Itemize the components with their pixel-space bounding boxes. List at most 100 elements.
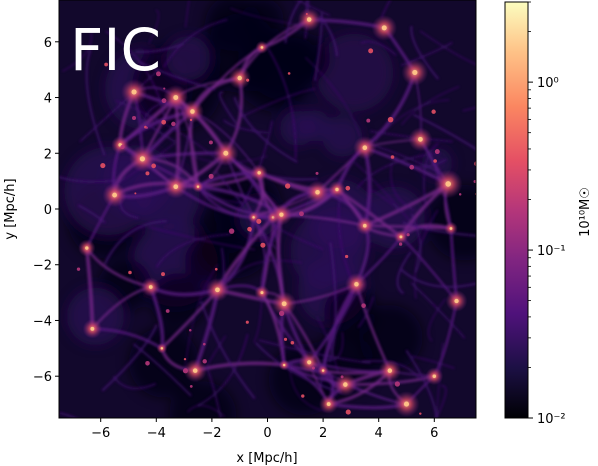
x-tick-label: −4 [147,426,166,441]
halo-core [418,136,423,142]
filament [318,15,339,57]
halo [145,360,150,366]
halo [477,213,480,216]
halo-core [307,360,312,365]
halo-core [148,285,153,289]
filament [360,40,397,56]
filament [401,85,460,126]
halo-core [315,190,320,195]
filament [62,31,93,72]
y-tick-label: −2 [33,259,52,274]
filament [79,68,160,143]
filament [411,355,455,369]
filament [59,175,119,183]
filament [357,296,374,328]
density-region [150,273,206,329]
halo [361,303,366,308]
halo-core [381,25,387,31]
filament [115,99,217,160]
filament [410,282,466,339]
filament [413,113,476,151]
halo-core [445,181,451,187]
filament [138,60,216,91]
halo-core [432,374,437,378]
filament [101,324,158,392]
filament [414,209,439,299]
filament [405,349,438,418]
halo [458,193,462,196]
halo-core [85,246,89,250]
halo [345,185,351,191]
filament [197,333,249,407]
halo-core [192,368,198,373]
filament [400,268,476,289]
filament [284,0,303,44]
halo [132,116,137,121]
y-tick-label: −4 [33,314,52,329]
halo [406,233,410,237]
filament [462,106,476,112]
x-tick-label: 0 [263,426,271,441]
filament [228,259,302,282]
halo-core [282,363,286,367]
halo-core [454,298,459,304]
halo-core [306,17,312,22]
colorbar-tick-label: 10⁰ [537,76,559,91]
filament [233,96,298,164]
halo [76,267,81,271]
halo-core [354,282,359,287]
filament [77,204,106,224]
halo [431,109,436,114]
halo-core [215,287,220,293]
colorbar-ticks: 10⁻² 10⁻¹ 10⁰ [528,1,566,427]
halo-core [237,75,242,81]
halo-core [412,69,418,76]
filament [322,331,344,362]
halo [419,412,422,415]
halo-core [260,46,264,49]
x-tick-label: 6 [430,426,438,441]
halo [315,171,319,175]
halo [301,394,305,398]
halo-core [449,227,453,230]
halo [387,116,394,123]
filament [155,233,231,268]
halo [182,368,189,374]
y-tick-label: 2 [44,147,52,162]
filament [205,366,222,418]
y-tick-label: 0 [44,203,52,218]
filament [105,30,166,117]
halo [345,254,349,259]
halo [161,119,167,125]
filament [328,242,337,363]
filament [390,162,415,211]
filament [354,162,417,229]
halo-core [399,235,403,239]
filament [222,119,268,134]
halo [290,340,295,345]
filament [313,12,323,82]
halo [247,226,252,232]
halo [345,409,351,415]
halo-core [387,368,393,373]
halo-core [326,402,331,406]
halo [189,118,193,122]
halo-core [190,109,195,114]
x-tick-label: 4 [375,426,383,441]
filament [254,341,343,394]
filament [428,298,447,342]
halo [165,309,170,313]
halo [409,164,415,170]
halo-core [90,326,95,331]
halo [151,163,157,169]
colorbar-label: 10¹⁰M☉ [578,187,593,237]
halo-core [362,223,367,228]
halo [208,173,214,179]
halo [214,267,218,271]
x-tick-label: 2 [319,426,327,441]
halo-core [173,95,179,100]
halo [368,48,374,54]
halo [246,78,250,82]
filament [135,115,176,143]
